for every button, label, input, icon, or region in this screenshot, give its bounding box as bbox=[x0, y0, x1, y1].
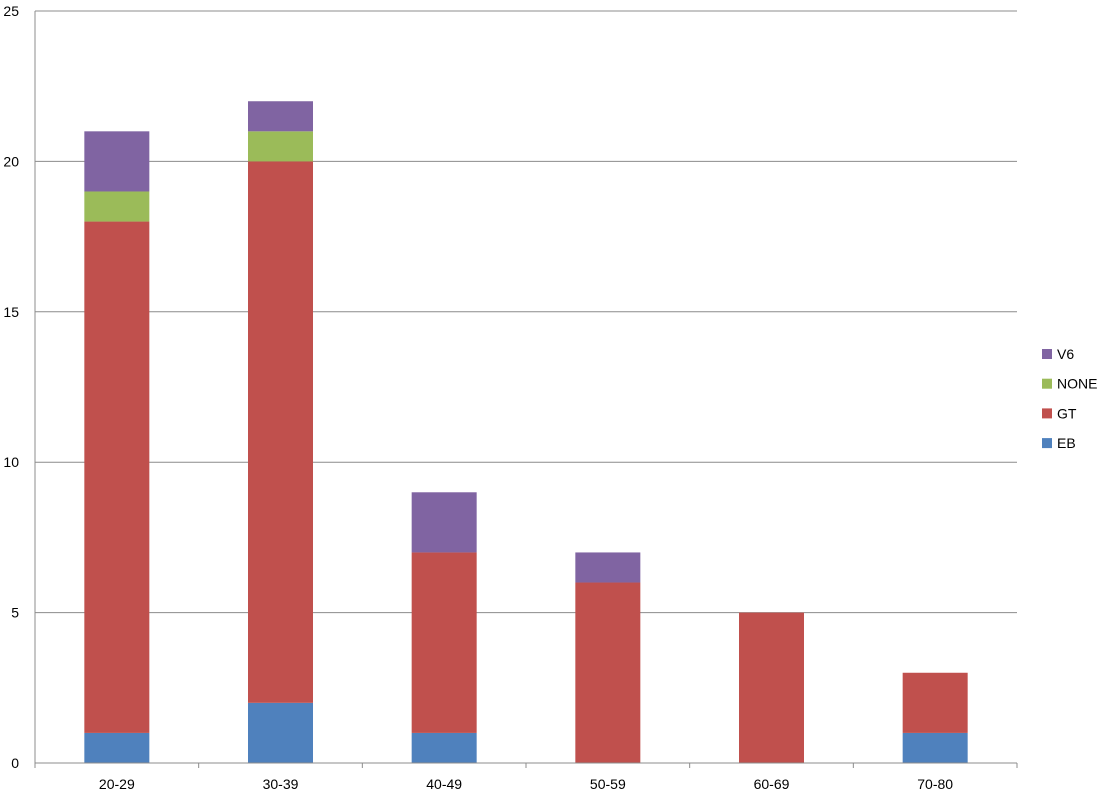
legend: V6 NONE GT EB bbox=[1042, 346, 1097, 451]
x-tick-label: 40-49 bbox=[426, 776, 462, 792]
legend-swatch-eb bbox=[1042, 438, 1052, 449]
gridlines bbox=[35, 10, 1017, 764]
bar-segment-gt-70-80 bbox=[902, 672, 968, 733]
x-axis: 20-29 30-39 40-49 50-59 60-69 70-80 bbox=[34, 762, 1018, 792]
legend-label-eb: EB bbox=[1057, 435, 1076, 451]
bar-segment-v6-40-49 bbox=[411, 492, 477, 553]
legend-swatch-gt bbox=[1042, 408, 1052, 419]
bar-segment-eb-30-39 bbox=[248, 702, 313, 763]
x-tick-label: 60-69 bbox=[754, 776, 790, 792]
bar-segment-v6-20-29 bbox=[84, 131, 150, 192]
y-tick-label: 15 bbox=[3, 304, 19, 320]
bar-segment-gt-50-59 bbox=[575, 582, 641, 763]
legend-label-gt: GT bbox=[1057, 405, 1077, 421]
x-tick-label: 20-29 bbox=[99, 776, 135, 792]
x-tick-label: 70-80 bbox=[917, 776, 953, 792]
y-tick-label: 25 bbox=[3, 3, 19, 19]
legend-label-none: NONE bbox=[1057, 376, 1097, 392]
bar-segment-eb-70-80 bbox=[902, 732, 968, 763]
y-tick-label: 5 bbox=[11, 605, 19, 621]
y-tick-label: 20 bbox=[3, 153, 19, 169]
bar-segment-gt-40-49 bbox=[411, 552, 477, 733]
y-axis: 0 5 10 15 20 25 bbox=[3, 3, 36, 771]
x-tick-label: 30-39 bbox=[263, 776, 299, 792]
legend-label-v6: V6 bbox=[1057, 346, 1074, 362]
legend-swatch-none bbox=[1042, 378, 1052, 389]
bar-segment-gt-20-29 bbox=[84, 221, 150, 733]
bar-segment-none-30-39 bbox=[248, 131, 313, 162]
y-tick-label: 0 bbox=[11, 755, 19, 771]
y-tick-label: 10 bbox=[3, 454, 19, 470]
legend-swatch-v6 bbox=[1042, 349, 1052, 359]
bar-segment-none-20-29 bbox=[84, 191, 150, 222]
bar-segment-eb-40-49 bbox=[411, 732, 477, 763]
bar-segment-v6-30-39 bbox=[248, 101, 313, 132]
x-tick-label: 50-59 bbox=[590, 776, 626, 792]
bar-segment-gt-60-69 bbox=[739, 612, 804, 763]
bar-segment-v6-50-59 bbox=[575, 552, 641, 583]
bar-segment-eb-20-29 bbox=[84, 732, 150, 763]
bars bbox=[84, 101, 968, 763]
bar-segment-gt-30-39 bbox=[248, 161, 313, 703]
